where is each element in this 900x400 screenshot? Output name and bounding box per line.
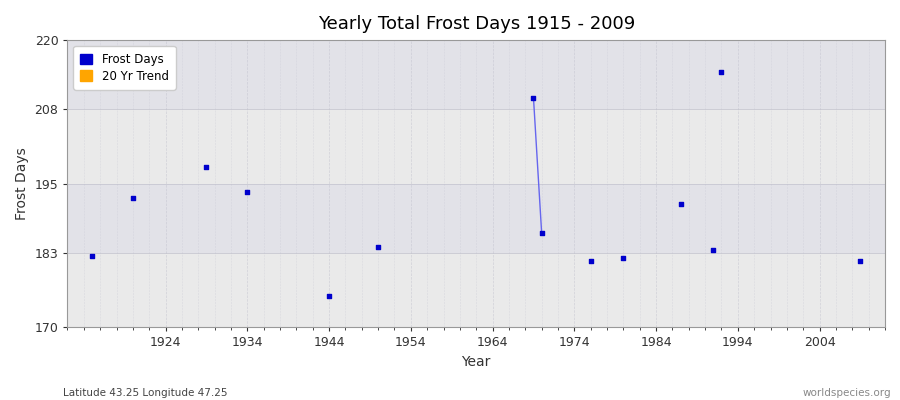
Point	[126, 195, 140, 201]
Text: worldspecies.org: worldspecies.org	[803, 388, 891, 398]
Legend: Frost Days, 20 Yr Trend: Frost Days, 20 Yr Trend	[74, 46, 176, 90]
Point	[535, 230, 549, 236]
Bar	[68, 184, 885, 253]
Point	[240, 189, 255, 196]
Bar	[68, 109, 885, 184]
Y-axis label: Frost Days: Frost Days	[15, 147, 29, 220]
Bar	[68, 40, 885, 109]
Point	[526, 94, 541, 101]
Point	[616, 255, 631, 262]
Point	[85, 252, 99, 259]
Point	[715, 68, 729, 75]
Point	[853, 258, 868, 264]
Point	[673, 201, 688, 207]
Point	[371, 244, 385, 250]
Text: Latitude 43.25 Longitude 47.25: Latitude 43.25 Longitude 47.25	[63, 388, 228, 398]
Point	[322, 293, 337, 299]
Point	[199, 163, 213, 170]
X-axis label: Year: Year	[462, 355, 490, 369]
Point	[583, 258, 598, 264]
Bar	[68, 253, 885, 328]
Point	[706, 247, 721, 253]
Title: Yearly Total Frost Days 1915 - 2009: Yearly Total Frost Days 1915 - 2009	[318, 15, 634, 33]
